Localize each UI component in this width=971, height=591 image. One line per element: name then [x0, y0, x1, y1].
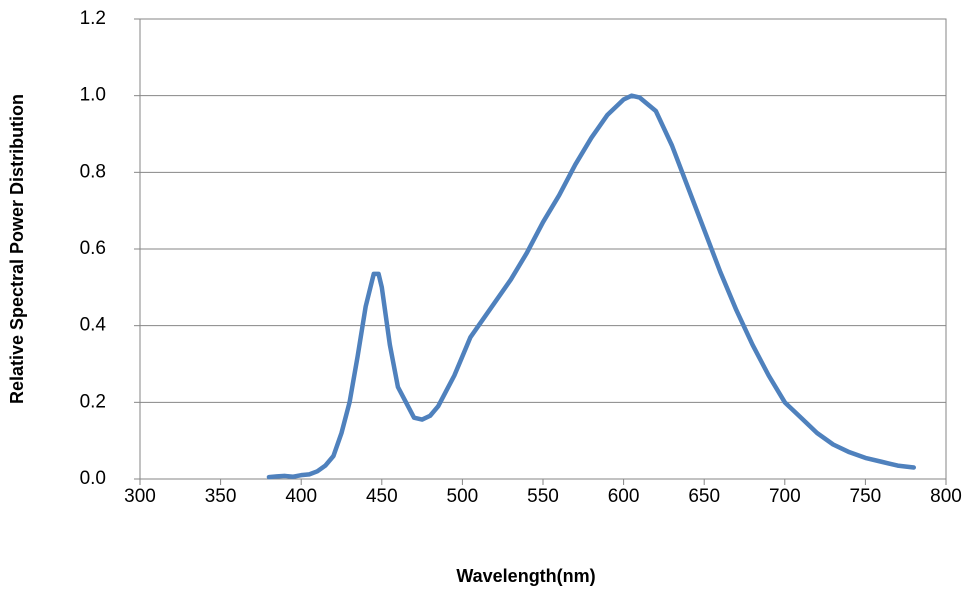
x-tick-label: 500	[447, 486, 479, 507]
y-tick-label: 0.6	[80, 238, 106, 259]
x-tick-label: 450	[366, 486, 398, 507]
x-axis-title: Wavelength(nm)	[456, 566, 595, 586]
x-tick-label: 350	[205, 486, 237, 507]
y-tick-label: 1.0	[80, 85, 106, 106]
x-tick-label: 700	[769, 486, 801, 507]
x-tick-label: 400	[285, 486, 317, 507]
x-tick-label: 800	[930, 486, 962, 507]
x-tick-label: 600	[608, 486, 640, 507]
x-tick-label: 300	[124, 486, 156, 507]
x-tick-label: 650	[688, 486, 720, 507]
y-axis-title: Relative Spectral Power Distribution	[7, 94, 27, 404]
data-line	[266, 93, 917, 480]
y-tick-label: 0.2	[80, 391, 106, 412]
x-tick-label: 550	[527, 486, 559, 507]
y-tick-label: 1.2	[80, 8, 106, 29]
x-tick-label: 750	[850, 486, 882, 507]
y-tick-label: 0.4	[80, 315, 107, 336]
y-tick-label: 0.0	[80, 468, 106, 489]
plot-border	[139, 18, 947, 480]
y-tick-label: 0.8	[80, 161, 106, 182]
